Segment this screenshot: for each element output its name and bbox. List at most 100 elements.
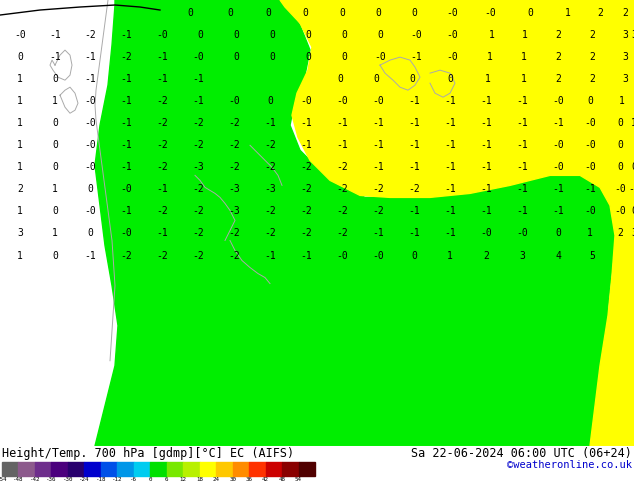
Text: 1: 1 (17, 206, 23, 217)
Text: -0: -0 (14, 30, 26, 40)
Text: 5: 5 (589, 250, 595, 261)
Polygon shape (95, 0, 615, 446)
Text: -36: -36 (46, 477, 56, 482)
Text: -1: -1 (516, 162, 528, 172)
Bar (216, 462, 233, 476)
Text: -1: -1 (444, 206, 456, 217)
Text: -2: -2 (228, 118, 240, 128)
Text: -2: -2 (120, 250, 132, 261)
Text: -0: -0 (552, 162, 564, 172)
Text: -2: -2 (192, 228, 204, 239)
Text: 42: 42 (262, 477, 269, 482)
Text: 0: 0 (269, 30, 275, 40)
Text: 0: 0 (227, 8, 233, 18)
Text: -48: -48 (13, 477, 23, 482)
Bar (68, 462, 84, 476)
Text: 3: 3 (622, 74, 628, 84)
Text: -3: -3 (228, 206, 240, 217)
Bar (84, 462, 101, 476)
Text: -1: -1 (444, 96, 456, 106)
Text: -0: -0 (300, 96, 312, 106)
Text: 18: 18 (196, 477, 203, 482)
Text: -1: -1 (49, 30, 61, 40)
Text: 1: 1 (487, 52, 493, 62)
Text: -1: -1 (444, 140, 456, 150)
Text: -1: -1 (444, 184, 456, 195)
Text: -6: -6 (131, 477, 138, 482)
Text: -1: -1 (300, 250, 312, 261)
Text: 6: 6 (165, 477, 169, 482)
Text: -0: -0 (614, 206, 626, 217)
Text: -2: -2 (120, 52, 132, 62)
Text: -1: -1 (444, 118, 456, 128)
Text: -2: -2 (336, 228, 348, 239)
Text: -1: -1 (516, 118, 528, 128)
Text: 0: 0 (617, 162, 623, 172)
Text: -0: -0 (584, 140, 596, 150)
Text: -3: -3 (228, 184, 240, 195)
Text: -24: -24 (79, 477, 89, 482)
Text: -0: -0 (336, 250, 348, 261)
Text: 2: 2 (555, 52, 561, 62)
Text: -0: -0 (84, 162, 96, 172)
Text: -2: -2 (228, 162, 240, 172)
Text: -0: -0 (552, 140, 564, 150)
Text: 30: 30 (229, 477, 236, 482)
Bar (183, 462, 200, 476)
Text: 3: 3 (17, 228, 23, 239)
Text: -1: -1 (516, 96, 528, 106)
Text: -1: -1 (480, 140, 492, 150)
Text: -0: -0 (628, 184, 634, 195)
Text: 0: 0 (617, 118, 623, 128)
Text: -2: -2 (264, 228, 276, 239)
Text: -1: -1 (372, 118, 384, 128)
Text: 2: 2 (589, 30, 595, 40)
Text: -2: -2 (264, 206, 276, 217)
Text: 1: 1 (52, 228, 58, 239)
Text: ©weatheronline.co.uk: ©weatheronline.co.uk (507, 460, 632, 470)
Text: -1: -1 (120, 74, 132, 84)
Text: -2: -2 (156, 96, 168, 106)
Text: 1: 1 (17, 162, 23, 172)
Text: 0: 0 (341, 30, 347, 40)
Text: -2: -2 (336, 206, 348, 217)
Bar (18, 462, 35, 476)
Text: 1: 1 (522, 30, 528, 40)
Text: 0: 0 (233, 52, 239, 62)
Text: -3: -3 (192, 162, 204, 172)
Text: -2: -2 (192, 140, 204, 150)
Text: 0: 0 (341, 52, 347, 62)
Text: -42: -42 (30, 477, 40, 482)
Text: 0: 0 (305, 52, 311, 62)
Text: -0: -0 (480, 228, 492, 239)
Text: -2: -2 (336, 162, 348, 172)
Text: -0: -0 (484, 8, 496, 18)
Text: 0: 0 (52, 74, 58, 84)
Text: -0: -0 (84, 118, 96, 128)
Text: -2: -2 (336, 184, 348, 195)
Text: -0: -0 (446, 8, 458, 18)
Text: 12: 12 (179, 477, 186, 482)
Text: -1: -1 (372, 162, 384, 172)
Bar (233, 462, 249, 476)
Text: 0: 0 (411, 250, 417, 261)
Text: -2: -2 (156, 118, 168, 128)
Text: -1: -1 (264, 118, 276, 128)
Text: 0: 0 (187, 8, 193, 18)
Text: -0: -0 (192, 52, 204, 62)
Text: 0: 0 (527, 8, 533, 18)
Text: 0: 0 (377, 30, 383, 40)
Text: -0: -0 (614, 184, 626, 195)
Text: -0: -0 (410, 30, 422, 40)
Text: -1: -1 (120, 162, 132, 172)
Text: -30: -30 (63, 477, 73, 482)
Text: 2: 2 (483, 250, 489, 261)
Text: -1: -1 (300, 118, 312, 128)
Text: Sa 22-06-2024 06:00 UTC (06+24): Sa 22-06-2024 06:00 UTC (06+24) (411, 447, 632, 460)
Text: -0: -0 (516, 228, 528, 239)
Text: 0: 0 (617, 140, 623, 150)
Text: -1: -1 (408, 140, 420, 150)
Text: -1: -1 (516, 184, 528, 195)
Text: 48: 48 (278, 477, 285, 482)
Text: 1: 1 (521, 74, 527, 84)
